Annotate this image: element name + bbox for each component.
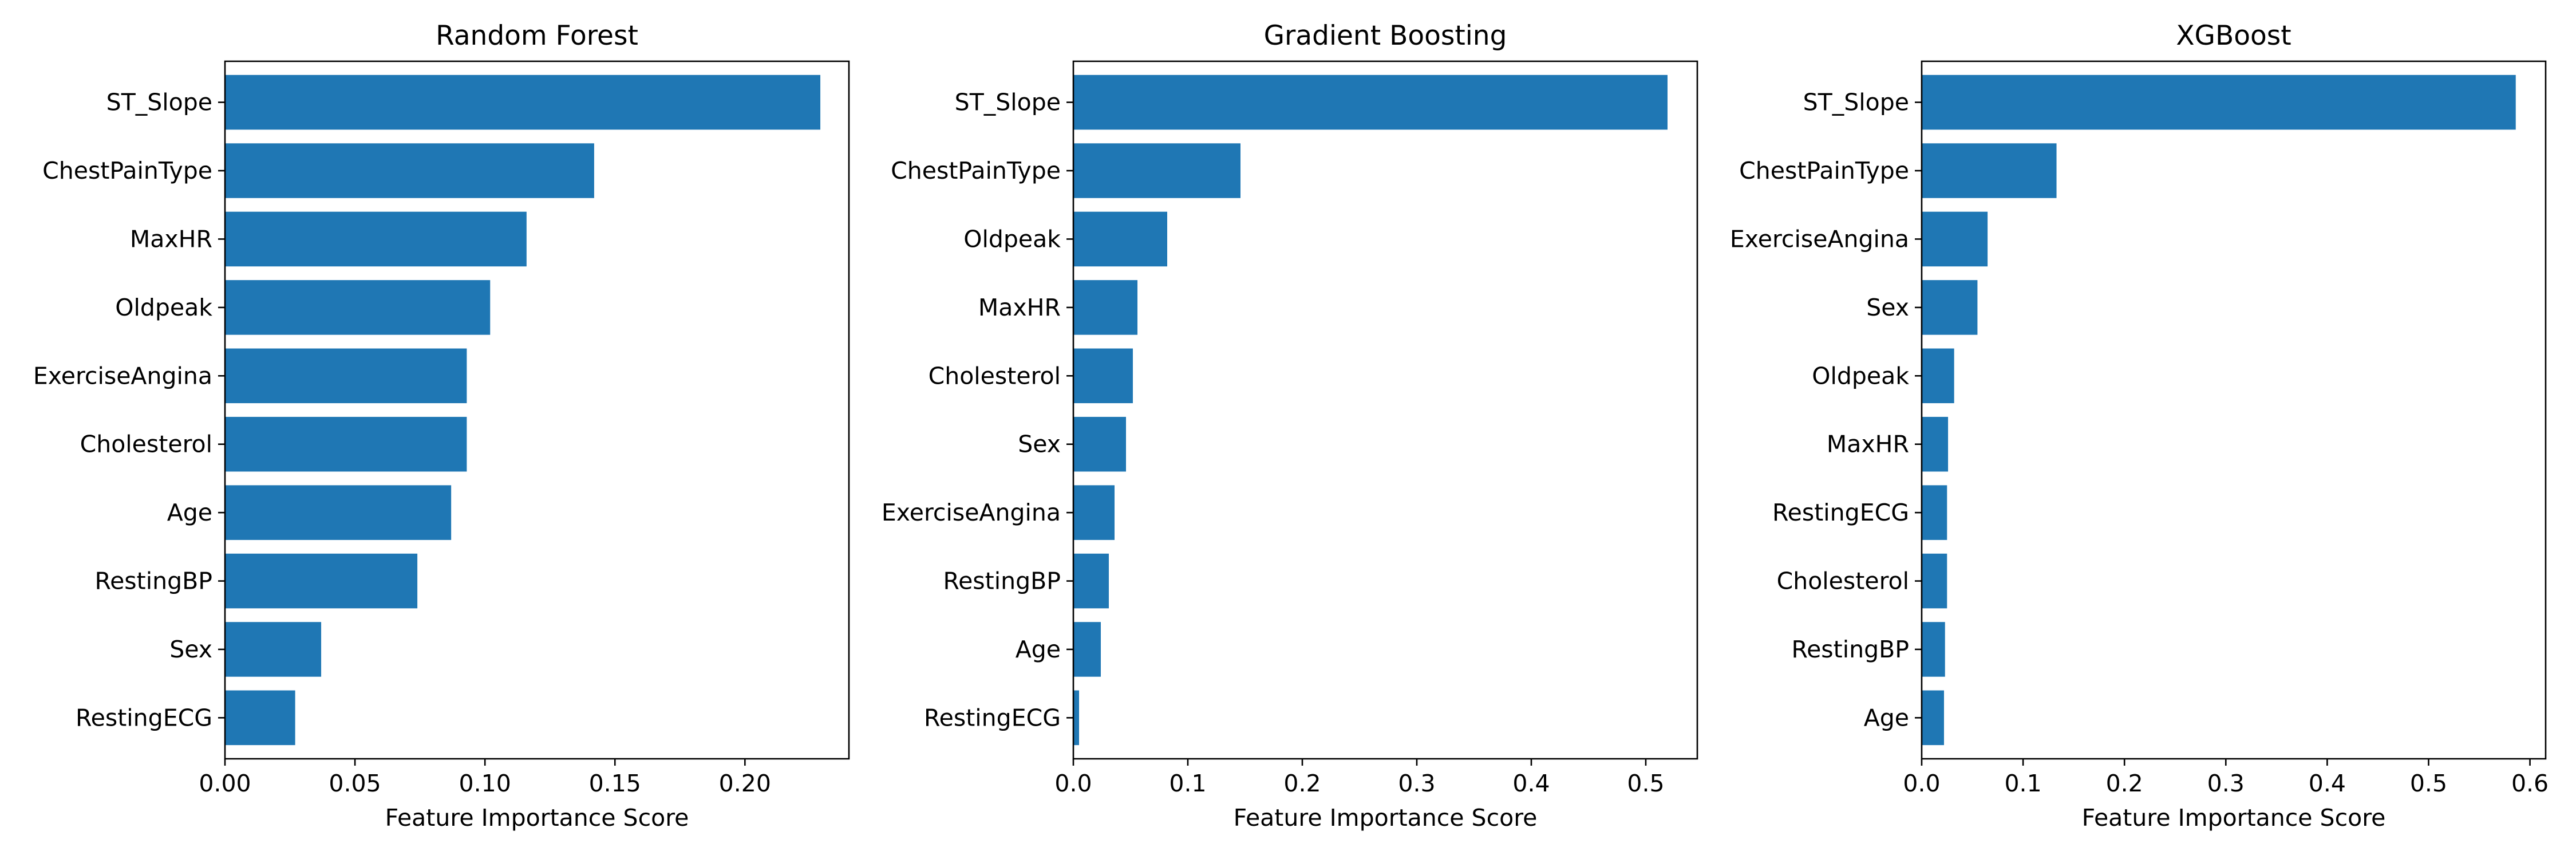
bar-chestpaintype	[1922, 143, 2057, 198]
bar-age	[1922, 690, 1944, 746]
y-tick-label: RestingECG	[76, 704, 212, 731]
x-tick-label: 0.5	[2410, 770, 2447, 797]
y-tick-label: Cholesterol	[929, 362, 1061, 389]
y-tick-label: RestingECG	[1772, 499, 1909, 526]
bar-cholesterol	[1073, 348, 1133, 404]
x-tick-label: 0.5	[1627, 770, 1664, 797]
x-tick-label: 0.05	[329, 770, 381, 797]
y-tick-label: MaxHR	[978, 294, 1061, 321]
axes-frame	[1072, 60, 1698, 760]
bar-restingecg	[1922, 485, 1947, 540]
panel-gradient-boosting: ST_Slope ChestPainType Oldpeak MaxHR Cholest…	[882, 20, 1698, 832]
y-tick-label: Sex	[1866, 294, 1909, 321]
y-tick-label: RestingBP	[943, 568, 1061, 595]
y-tick-label: ST_Slope	[955, 89, 1061, 116]
bar-restingbp	[1073, 553, 1109, 609]
bar-maxhr	[1073, 280, 1137, 335]
x-tick-label: 0.2	[1283, 770, 1321, 797]
x-tick-label: 0.4	[1512, 770, 1550, 797]
y-tick-label: ChestPainType	[42, 157, 212, 184]
bar-exerciseangina	[225, 348, 467, 404]
bar-sex	[1922, 280, 1978, 335]
x-tick-label: 0.0	[1903, 770, 1940, 797]
x-tick-label: 0.00	[199, 770, 251, 797]
bar-age	[1073, 622, 1101, 677]
x-tick-label: 0.1	[1169, 770, 1206, 797]
bar-oldpeak	[1073, 211, 1167, 267]
x-axis-label: Feature Importance Score	[385, 804, 689, 832]
chart-title: Random Forest	[436, 20, 638, 52]
bar-oldpeak	[1922, 348, 1954, 404]
bar-age	[225, 485, 452, 540]
bar-restingecg	[1073, 690, 1079, 746]
bar-maxhr	[225, 211, 527, 267]
y-tick-label: MaxHR	[1827, 431, 1909, 458]
y-tick-label: ST_Slope	[106, 89, 212, 116]
y-tick-label: Cholesterol	[80, 431, 212, 458]
panel-random-forest: ST_Slope ChestPainType MaxHR Oldpeak Exercis…	[33, 20, 850, 832]
y-tick-label: Oldpeak	[963, 225, 1061, 253]
bar-sex	[225, 622, 322, 677]
bar-sex	[1073, 416, 1126, 472]
y-tick-label: ChestPainType	[891, 157, 1061, 184]
y-tick-label: Oldpeak	[115, 294, 212, 321]
y-tick-label: RestingBP	[94, 568, 212, 595]
x-tick-label: 0.1	[2004, 770, 2041, 797]
x-tick-label: 0.3	[2207, 770, 2245, 797]
x-tick-label: 0.3	[1398, 770, 1435, 797]
y-tick-label: RestingECG	[924, 704, 1061, 731]
y-tick-label: Sex	[169, 636, 212, 663]
x-tick-label: 0.20	[719, 770, 771, 797]
x-tick-label: 0.10	[459, 770, 511, 797]
x-tick-label: 0.0	[1054, 770, 1092, 797]
bar-exerciseangina	[1073, 485, 1115, 540]
chart-title: XGBoost	[2176, 20, 2291, 52]
bar-cholesterol	[225, 416, 467, 472]
bar-st-slope	[1922, 74, 2516, 130]
y-tick-label: RestingBP	[1791, 636, 1909, 663]
bar-maxhr	[1922, 416, 1949, 472]
y-tick-label: ST_Slope	[1803, 89, 1909, 116]
x-axis-label: Feature Importance Score	[1234, 804, 1538, 832]
y-tick-label: Age	[167, 499, 212, 526]
axes-frame	[1921, 60, 2547, 760]
bar-chestpaintype	[1073, 143, 1240, 198]
x-tick-label: 0.4	[2309, 770, 2346, 797]
x-tick-label: 0.2	[2106, 770, 2143, 797]
chart-title: Gradient Boosting	[1264, 20, 1507, 52]
y-tick-label: Cholesterol	[1777, 568, 1909, 595]
y-tick-label: ExerciseAngina	[1730, 225, 1909, 253]
y-tick-label: ExerciseAngina	[33, 362, 212, 389]
bar-chestpaintype	[225, 143, 594, 198]
panel-xgboost: ST_Slope ChestPainType ExerciseAngina Sex Ol…	[1730, 20, 2549, 832]
y-tick-label: ChestPainType	[1739, 157, 1909, 184]
y-tick-label: Age	[1016, 636, 1061, 663]
bar-st-slope	[225, 74, 821, 130]
axes-frame	[224, 60, 850, 760]
y-tick-label: Sex	[1018, 431, 1061, 458]
x-axis-label: Feature Importance Score	[2082, 804, 2386, 832]
x-tick-label: 0.6	[2511, 770, 2549, 797]
bar-restingbp	[1922, 622, 1945, 677]
bar-st-slope	[1073, 74, 1668, 130]
y-tick-label: Age	[1864, 704, 1909, 731]
y-tick-label: MaxHR	[130, 225, 212, 253]
bar-cholesterol	[1922, 553, 1947, 609]
y-tick-label: ExerciseAngina	[882, 499, 1061, 526]
bar-restingbp	[225, 553, 418, 609]
bar-exerciseangina	[1922, 211, 1988, 267]
x-tick-label: 0.15	[589, 770, 641, 797]
bar-restingecg	[225, 690, 295, 746]
bar-oldpeak	[225, 280, 491, 335]
y-tick-label: Oldpeak	[1812, 362, 1909, 389]
